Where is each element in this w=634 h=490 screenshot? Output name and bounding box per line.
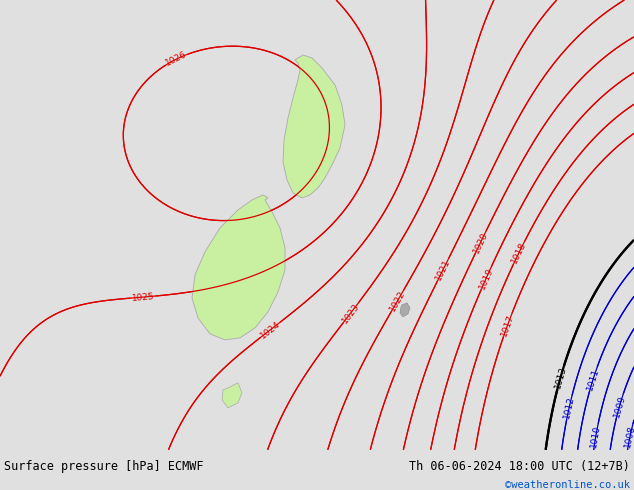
- Text: 1020: 1020: [472, 230, 489, 254]
- Polygon shape: [283, 55, 345, 198]
- Polygon shape: [400, 303, 410, 317]
- Text: 1024: 1024: [259, 319, 282, 341]
- Text: Surface pressure [hPa] ECMWF: Surface pressure [hPa] ECMWF: [4, 460, 204, 473]
- Text: 1019: 1019: [477, 266, 495, 291]
- Text: 1025: 1025: [131, 292, 155, 302]
- Text: 1012: 1012: [562, 395, 576, 420]
- Text: 1009: 1009: [612, 394, 627, 418]
- Polygon shape: [222, 383, 242, 408]
- Text: ©weatheronline.co.uk: ©weatheronline.co.uk: [505, 480, 630, 490]
- Text: 1010: 1010: [590, 424, 602, 448]
- Text: 1023: 1023: [340, 301, 361, 325]
- Text: 1008: 1008: [623, 424, 634, 448]
- Text: 1022: 1022: [388, 289, 407, 313]
- Text: 1021: 1021: [434, 257, 453, 282]
- Text: 1026: 1026: [164, 50, 189, 68]
- Text: 1013: 1013: [553, 366, 568, 390]
- Text: 1018: 1018: [510, 241, 528, 265]
- Text: Th 06-06-2024 18:00 UTC (12+7B): Th 06-06-2024 18:00 UTC (12+7B): [409, 460, 630, 473]
- Text: 1011: 1011: [585, 367, 601, 392]
- Text: 1017: 1017: [500, 313, 516, 337]
- Polygon shape: [192, 195, 285, 340]
